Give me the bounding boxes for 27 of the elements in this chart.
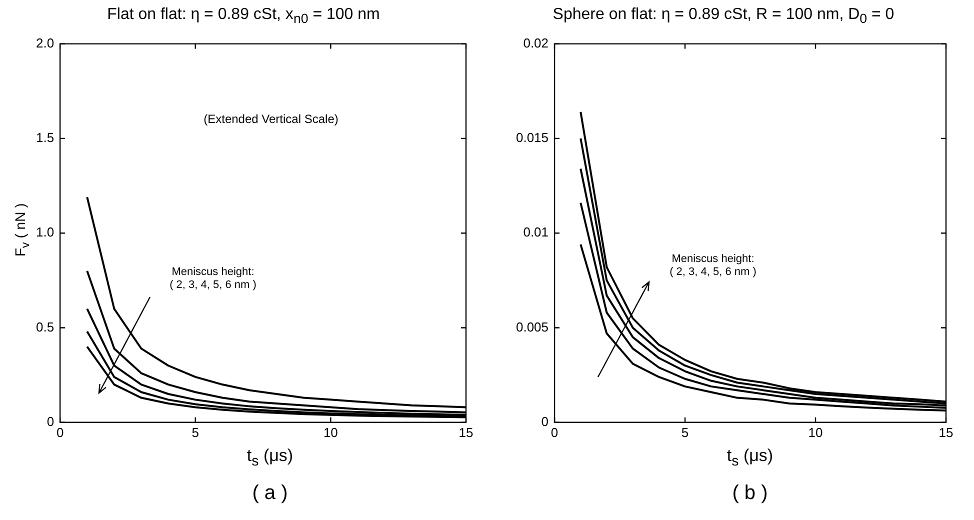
x-tick-label: 0 [550, 424, 558, 440]
y-tick-label: 2.0 [36, 35, 54, 50]
y-tick-label: 0 [541, 414, 549, 429]
x-tick-label: 0 [56, 424, 64, 440]
y-tick-label: 1.0 [36, 224, 54, 240]
text: ( b ) [731, 482, 769, 505]
y-tick-label: 0.01 [523, 224, 549, 240]
chart-title: Sphere on flat: η = 0.89 cSt, R = 100 nm, D$_{0}$ = 0 [552, 6, 896, 26]
y-tick-label: 1.5 [36, 130, 54, 146]
y-tick-label: 0.015 [516, 130, 549, 146]
x-axis-title: t$_{s}$ (μs) [726, 446, 774, 470]
x-axis-title: t$_{s}$ (μs) [246, 446, 294, 470]
chart-title: Flat on flat: η = 0.89 cSt, x$_{n0}$ = 100 nm [106, 6, 381, 26]
y-tick-label: 0.02 [523, 35, 549, 50]
annotation: (Extended Vertical Scale) [202, 112, 340, 127]
annotation: Meniscus height: ( 2, 3, 4, 5, 6 nm ) [168, 266, 258, 292]
y-tick-label: 0 [46, 414, 54, 429]
annotation: Meniscus height: ( 2, 3, 4, 5, 6 nm ) [668, 253, 758, 278]
x-tick-label: 15 [458, 424, 474, 440]
x-tick-label: 10 [323, 424, 338, 440]
x-tick-label: 10 [808, 424, 823, 440]
x-tick-label: 5 [192, 424, 199, 440]
x-tick-label: 15 [938, 424, 954, 440]
y-tick-label: 0.5 [36, 319, 54, 334]
y-tick-label: 0.005 [516, 319, 549, 334]
text: ( a ) [251, 482, 289, 505]
x-tick-label: 5 [681, 424, 689, 440]
